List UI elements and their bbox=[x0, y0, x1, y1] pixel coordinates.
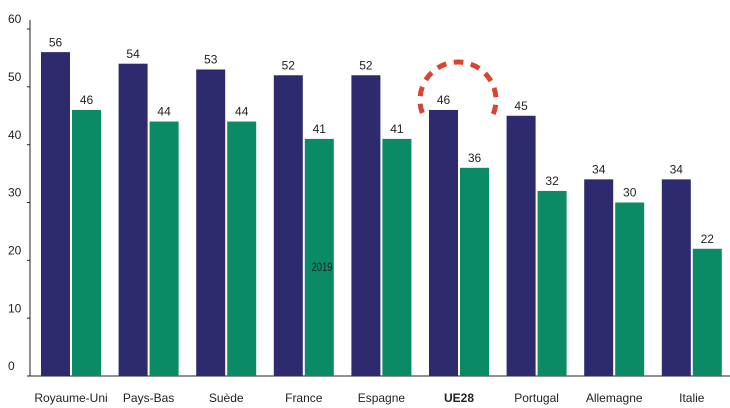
x-tick-label: Pays-Bas bbox=[123, 391, 174, 405]
bar bbox=[584, 179, 614, 376]
bar bbox=[537, 190, 567, 376]
highlight-circle bbox=[417, 59, 499, 141]
value-label: 46 bbox=[80, 93, 94, 107]
value-label: 46 bbox=[437, 93, 451, 107]
bar bbox=[41, 52, 70, 377]
bar bbox=[196, 69, 226, 376]
value-label: 52 bbox=[282, 58, 296, 72]
y-tick-label: 60 bbox=[8, 12, 22, 26]
value-label: 41 bbox=[390, 122, 404, 136]
bar bbox=[506, 115, 536, 376]
value-label: 22 bbox=[701, 232, 715, 246]
bar bbox=[351, 75, 381, 377]
y-tick-label: 50 bbox=[8, 70, 22, 84]
x-tick-label: Suède bbox=[209, 391, 244, 405]
bar bbox=[615, 202, 645, 376]
y-tick-label: 0 bbox=[8, 359, 15, 373]
value-label: 34 bbox=[592, 163, 606, 177]
bar bbox=[460, 167, 489, 376]
bar bbox=[304, 138, 334, 376]
x-tick-label: Italie bbox=[679, 391, 705, 405]
bar bbox=[692, 248, 722, 376]
value-label: 44 bbox=[157, 105, 171, 119]
value-label: 45 bbox=[514, 99, 528, 113]
y-tick-label: 10 bbox=[8, 301, 22, 315]
value-label: 36 bbox=[468, 151, 482, 165]
value-label: 56 bbox=[49, 35, 63, 49]
value-label: 54 bbox=[126, 47, 140, 61]
bar bbox=[149, 121, 179, 377]
bar bbox=[429, 109, 458, 376]
value-label: 32 bbox=[545, 174, 559, 188]
annotation: 2019 bbox=[312, 261, 333, 274]
bar bbox=[382, 138, 412, 376]
y-tick-label: 20 bbox=[8, 244, 22, 258]
value-label: 53 bbox=[204, 53, 218, 67]
x-tick-label: Royaume-Uni bbox=[34, 391, 107, 405]
y-tick-label: 30 bbox=[8, 186, 22, 200]
x-tick-label: Portugal bbox=[514, 391, 559, 405]
value-label: 30 bbox=[623, 186, 637, 200]
x-tick-label: France bbox=[285, 391, 323, 405]
value-label: 52 bbox=[359, 58, 373, 72]
bar bbox=[227, 121, 257, 377]
bar bbox=[273, 75, 303, 377]
value-label: 34 bbox=[670, 163, 684, 177]
bar bbox=[118, 63, 148, 376]
bar bbox=[72, 109, 101, 376]
value-label: 44 bbox=[235, 105, 249, 119]
x-tick-label: Espagne bbox=[358, 391, 406, 405]
value-label: 41 bbox=[313, 122, 327, 136]
x-tick-label: UE28 bbox=[444, 391, 474, 405]
y-tick-label: 40 bbox=[8, 128, 22, 142]
x-tick-label: Allemagne bbox=[586, 391, 643, 405]
bar bbox=[661, 179, 691, 376]
